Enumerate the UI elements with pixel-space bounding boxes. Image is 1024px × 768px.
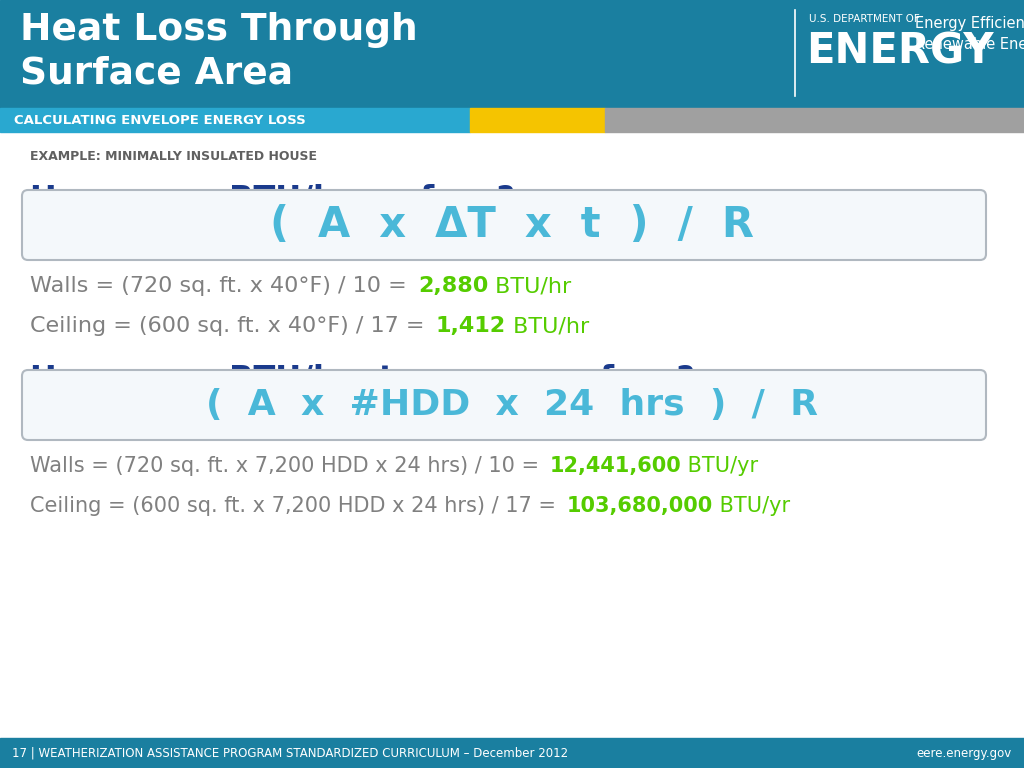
Text: BTU/hr: BTU/hr: [488, 276, 571, 296]
Bar: [470, 108, 605, 132]
Text: 12,441,600: 12,441,600: [550, 456, 681, 476]
Text: How many BTU/heat season surface?: How many BTU/heat season surface?: [30, 364, 695, 395]
FancyBboxPatch shape: [22, 370, 986, 440]
Text: Energy Efficiency &
Renewable Energy: Energy Efficiency & Renewable Energy: [915, 16, 1024, 52]
Text: EXAMPLE: MINIMALLY INSULATED HOUSE: EXAMPLE: MINIMALLY INSULATED HOUSE: [30, 150, 317, 163]
Text: How many BTU/hr surface?: How many BTU/hr surface?: [30, 184, 515, 215]
Text: (  A  x  ΔT  x  t  )  /  R: ( A x ΔT x t ) / R: [270, 204, 754, 246]
Text: 1,412: 1,412: [435, 316, 506, 336]
Text: Walls = (720 sq. ft. x 7,200 HDD x 24 hrs) / 10 =: Walls = (720 sq. ft. x 7,200 HDD x 24 hr…: [30, 456, 550, 476]
Text: BTU/yr: BTU/yr: [681, 456, 759, 476]
Text: Heat Loss Through
Surface Area: Heat Loss Through Surface Area: [20, 12, 418, 91]
Text: Walls = (720 sq. ft. x 40°F) / 10 =: Walls = (720 sq. ft. x 40°F) / 10 =: [30, 276, 418, 296]
Text: BTU/hr: BTU/hr: [506, 316, 589, 336]
Text: Ceiling = (600 sq. ft. x 40°F) / 17 =: Ceiling = (600 sq. ft. x 40°F) / 17 =: [30, 316, 435, 336]
Bar: [0, 0, 1024, 108]
Text: CALCULATING ENVELOPE ENERGY LOSS: CALCULATING ENVELOPE ENERGY LOSS: [14, 114, 306, 127]
Text: 17 | WEATHERIZATION ASSISTANCE PROGRAM STANDARDIZED CURRICULUM – December 2012: 17 | WEATHERIZATION ASSISTANCE PROGRAM S…: [12, 746, 568, 760]
FancyBboxPatch shape: [22, 190, 986, 260]
Text: 2,880: 2,880: [418, 276, 488, 296]
Text: (  A  x  #HDD  x  24  hrs  )  /  R: ( A x #HDD x 24 hrs ) / R: [206, 388, 818, 422]
Text: 103,680,000: 103,680,000: [566, 496, 713, 516]
Text: BTU/yr: BTU/yr: [713, 496, 790, 516]
Text: Ceiling = (600 sq. ft. x 7,200 HDD x 24 hrs) / 17 =: Ceiling = (600 sq. ft. x 7,200 HDD x 24 …: [30, 496, 566, 516]
Text: ENERGY: ENERGY: [806, 30, 993, 72]
Bar: [0, 108, 470, 132]
Text: eere.energy.gov: eere.energy.gov: [916, 746, 1012, 760]
Text: U.S. DEPARTMENT OF: U.S. DEPARTMENT OF: [809, 14, 920, 24]
Bar: [0, 738, 1024, 768]
Bar: [605, 108, 1024, 132]
